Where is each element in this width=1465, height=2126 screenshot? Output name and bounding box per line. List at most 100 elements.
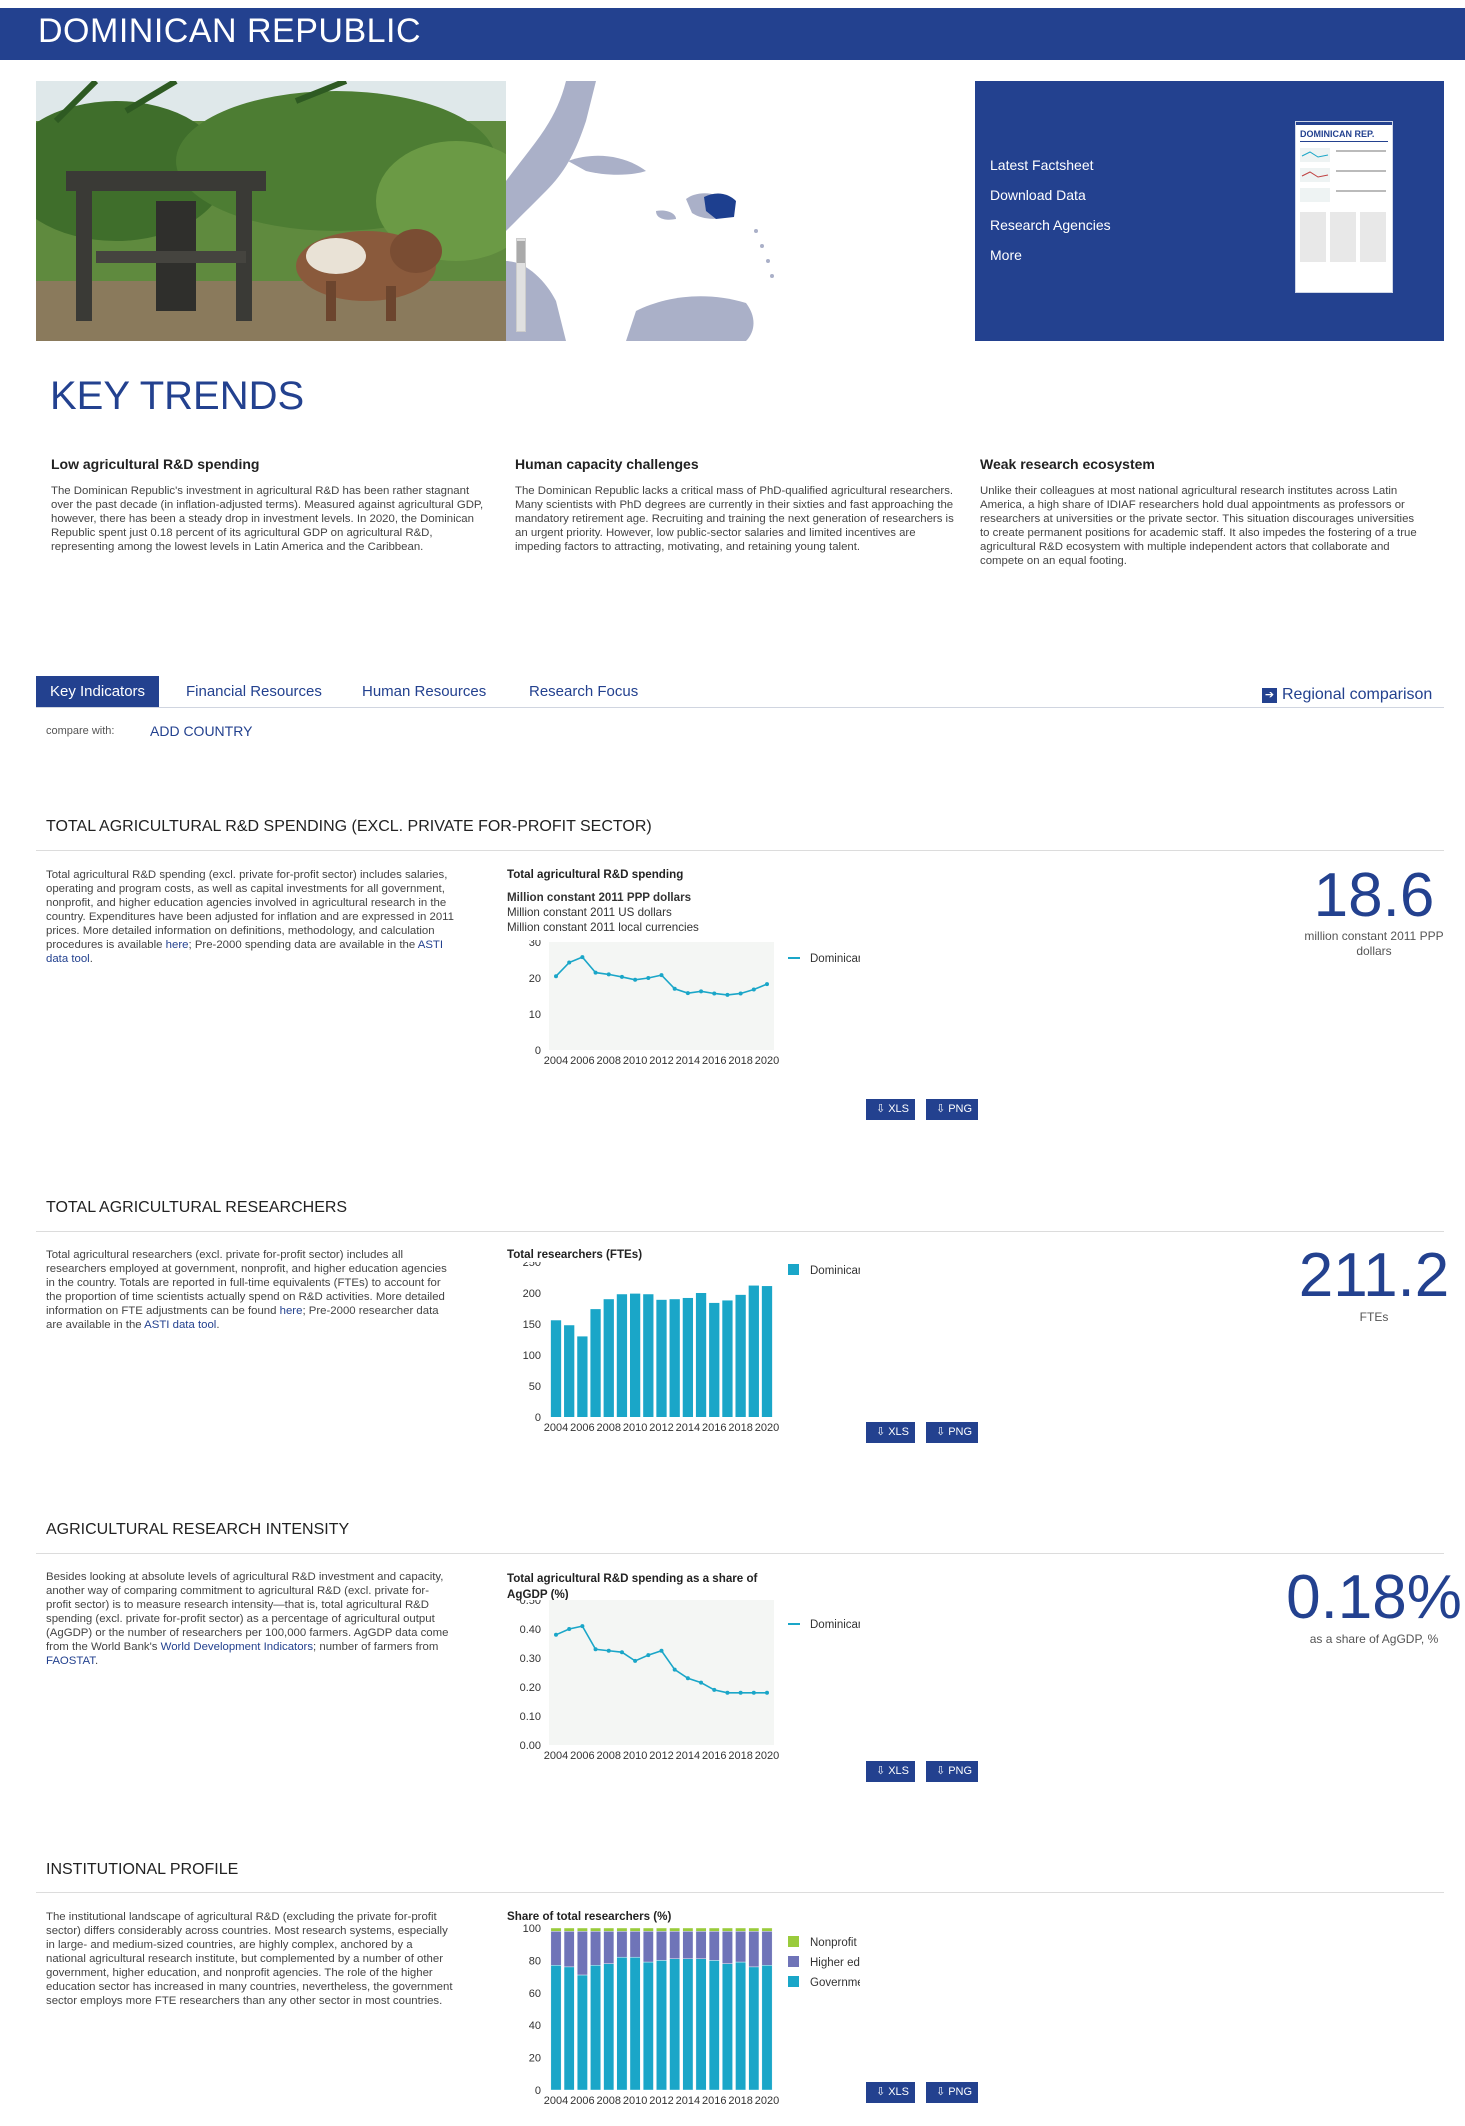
download-xls-button[interactable]: ⇩ XLS [866,1761,916,1782]
data-point [751,987,756,992]
stacked-bar-segment [577,1927,588,1932]
legend-label: Nonprofit [810,1937,857,1949]
section-description: Besides looking at absolute levels of ag… [46,1570,454,1668]
data-point [712,1687,717,1692]
legend-label: Dominican Rep. [810,1265,860,1277]
world-development-indicators-link[interactable]: World Development Indicators [160,1641,314,1653]
stacked-bar-segment [603,1931,615,1964]
download-png-button[interactable]: ⇩ PNG [926,1422,979,1443]
stacked-bar-segment [761,1931,773,1966]
x-tick-label: 2008 [597,1750,621,1762]
tab-research-focus[interactable]: Research Focus [529,683,639,700]
regional-comparison-label: Regional comparison [1282,686,1433,703]
stacked-bar-segment [616,1956,628,2091]
stacked-bar-segment [761,1965,773,2091]
plot-area [549,1600,774,1745]
stacked-bar-segment [748,1966,760,2091]
indicator-tabs: Key Indicators Financial Resources Human… [36,676,1444,708]
download-png-button[interactable]: ⇩ PNG [926,2082,979,2103]
research-agencies-link[interactable]: Research Agencies [990,217,1111,233]
x-tick-label: 2012 [649,2095,673,2107]
stacked-bar-segment [550,1927,562,1932]
tab-human-resources[interactable]: Human Resources [362,683,487,700]
bar [590,1309,601,1417]
stacked-bar-segment [577,1931,588,1976]
chart-title: Share of total researchers (%) [507,1910,672,1923]
stacked-bar-segment [550,1931,562,1966]
download-data-link[interactable]: Download Data [990,187,1086,203]
unit-option-usd[interactable]: Million constant 2011 US dollars [507,906,672,919]
x-tick-label: 2008 [597,1422,621,1434]
stacked-bar-segment [563,1966,575,2091]
download-xls-button[interactable]: ⇩ XLS [866,1099,916,1120]
headline-value: 18.6 [1313,861,1435,930]
country-locator-map[interactable] [506,81,826,341]
section-title: TOTAL AGRICULTURAL R&D SPENDING (EXCL. P… [46,818,652,835]
unit-option-local[interactable]: Million constant 2011 local currencies [507,921,699,934]
x-tick-label: 2010 [623,1422,647,1434]
add-country-button[interactable]: ADD COUNTRY [150,723,253,739]
data-point [738,1690,743,1695]
here-link[interactable]: here [279,1305,303,1317]
data-point [593,970,598,975]
y-tick-label: 200 [523,1288,541,1300]
asti-data-tool-link[interactable]: ASTI data tool [46,939,444,965]
section-description: The institutional landscape of agricultu… [46,1911,453,2007]
x-tick-label: 2004 [544,1422,568,1434]
more-link[interactable]: More [990,247,1022,263]
download-png-button[interactable]: ⇩ PNG [926,1761,979,1782]
button-label: PNG [948,1426,973,1438]
x-tick-label: 2020 [755,1750,779,1762]
bar [709,1302,720,1417]
legend-swatch [788,1976,799,1987]
stacked-bar-segment [577,1974,588,2091]
bar [735,1294,746,1417]
x-tick-label: 2004 [544,2095,568,2107]
factsheet-thumbnail[interactable]: DOMINICAN REP. [1295,121,1393,293]
download-xls-button[interactable]: ⇩ XLS [866,2082,916,2103]
tab-key-indicators[interactable]: Key Indicators [36,676,160,707]
y-tick-label: 100 [523,1924,541,1935]
section-title: AGRICULTURAL RESEARCH INTENSITY [46,1521,350,1538]
download-png-button[interactable]: ⇩ PNG [926,1099,979,1120]
stacked-bar-segment [603,1963,615,2091]
stacked-bar-segment [616,1927,628,1932]
y-tick-label: 0 [535,2085,541,2097]
asti-data-tool-link[interactable]: ASTI data tool [144,1319,217,1331]
bar [656,1299,667,1417]
unit-option-ppp[interactable]: Million constant 2011 PPP dollars [507,891,692,904]
regional-comparison-link[interactable]: ➔ Regional comparison [1262,686,1432,704]
desc-text: ; Pre-2000 spending data are available i… [188,939,418,951]
x-tick-label: 2018 [728,1055,752,1067]
data-point [646,1653,651,1658]
map-scroll-thumb[interactable] [517,241,525,263]
map-scrollbar[interactable] [516,238,526,332]
stacked-bar-segment [722,1931,733,1964]
stacked-bar-segment [708,1960,720,2091]
legend-swatch [788,1264,799,1275]
y-tick-label: 50 [529,1381,541,1393]
x-tick-label: 2014 [676,1750,700,1762]
button-label: XLS [888,1426,910,1438]
button-label: XLS [888,2086,910,2098]
spending-line-chart: 0 10 20 30 2004 2006 2008 2010 2012 2014 2016 2018 2… [529,940,860,1067]
data-point [738,991,743,996]
resources-panel: Latest Factsheet Download Data Research … [975,81,1444,341]
bar [669,1299,680,1417]
chart-title: Total researchers (FTEs) [507,1248,643,1261]
latest-factsheet-link[interactable]: Latest Factsheet [990,157,1094,173]
faostat-link[interactable]: FAOSTAT [46,1655,95,1667]
data-point [619,974,624,979]
download-xls-button[interactable]: ⇩ XLS [866,1422,916,1443]
country-title: DOMINICAN REPUBLIC [38,12,422,50]
trend-heading: Low agricultural R&D spending [51,456,260,472]
x-tick-label: 2014 [676,1055,700,1067]
data-point [580,955,585,960]
y-tick-label: 0.30 [520,1653,541,1665]
here-link[interactable]: here [165,939,189,951]
bar [643,1294,654,1417]
section-divider [36,1231,1444,1232]
key-trends-title: KEY TRENDS [50,374,305,418]
tab-financial-resources[interactable]: Financial Resources [186,683,322,700]
